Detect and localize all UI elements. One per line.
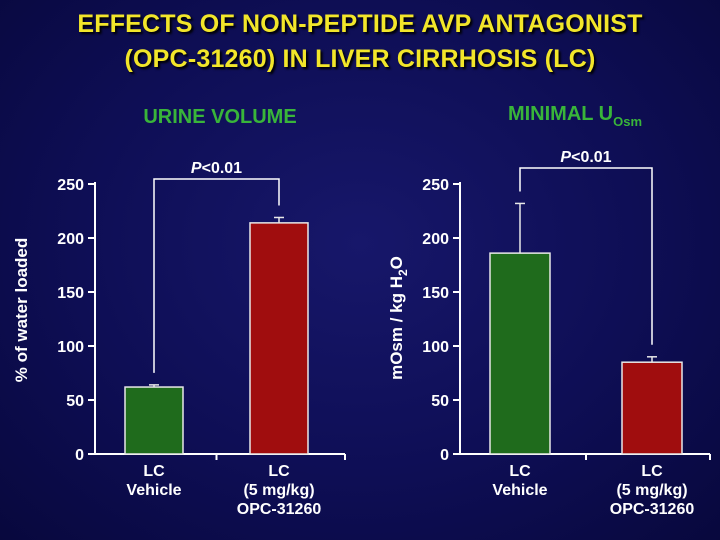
panel-title-text: URINE VOLUME [143,106,296,128]
x-category-label: LC [509,463,531,480]
significance-bracket [519,167,653,345]
significance-p: P [560,149,571,166]
y-tick-label: 50 [431,393,449,410]
x-category-label: LC [268,463,290,480]
y-tick-label: 250 [422,177,449,194]
y-tick-label: 150 [57,285,84,302]
significance-p: P [191,160,202,177]
y-axis-label-text: % of water loaded [12,238,31,383]
chart-panel-1: URINE VOLUME 0 50 100 150 200 250 % of water lo… [12,106,346,518]
y-axis-label: % of water loaded [12,238,31,383]
y-tick-label: 150 [422,285,449,302]
x-category-label: Vehicle [492,482,547,499]
significance-label: P<0.01 [191,160,242,177]
y-tick-label: 100 [57,339,84,356]
y-axis-label-suffix: O [387,256,406,269]
panel-title-subscript: Osm [613,114,642,129]
slide-title-line-1: EFFECTS OF NON-PEPTIDE AVP ANTAGONIST [77,10,643,38]
panel-title: MINIMAL UOsm [508,103,642,129]
x-category-label: OPC-31260 [237,501,322,518]
y-tick-label: 250 [57,177,84,194]
y-tick-label: 100 [422,339,449,356]
significance-bracket [153,178,280,373]
significance-label: P<0.01 [560,149,611,166]
panel-title: URINE VOLUME [143,106,296,128]
x-category-label: (5 mg/kg) [243,482,314,499]
x-category-label: Vehicle [126,482,181,499]
y-axis-label: mOsm / kg H2O [387,256,410,380]
x-category-label: LC [143,463,165,480]
bar-vehicle [124,386,184,455]
significance-value: <0.01 [571,149,612,166]
bar-opc-31260 [621,361,683,455]
y-tick-label: 200 [57,231,84,248]
slide-title-line-2: (OPC-31260) IN LIVER CIRRHOSIS (LC) [124,45,596,73]
x-category-label: (5 mg/kg) [616,482,687,499]
y-tick-label: 0 [75,447,84,464]
y-tick-label: 200 [422,231,449,248]
bar-vehicle [489,252,551,455]
x-category-label: LC [641,463,663,480]
y-tick-label: 0 [440,447,449,464]
y-tick-label: 50 [66,393,84,410]
y-axis-label-subscript: 2 [396,269,410,276]
panel-title-text: MINIMAL U [508,103,613,125]
y-axis-label-text: mOsm / kg H [387,276,406,380]
significance-value: <0.01 [202,160,243,177]
bar-opc-31260 [249,222,309,455]
x-category-label: OPC-31260 [610,501,695,518]
